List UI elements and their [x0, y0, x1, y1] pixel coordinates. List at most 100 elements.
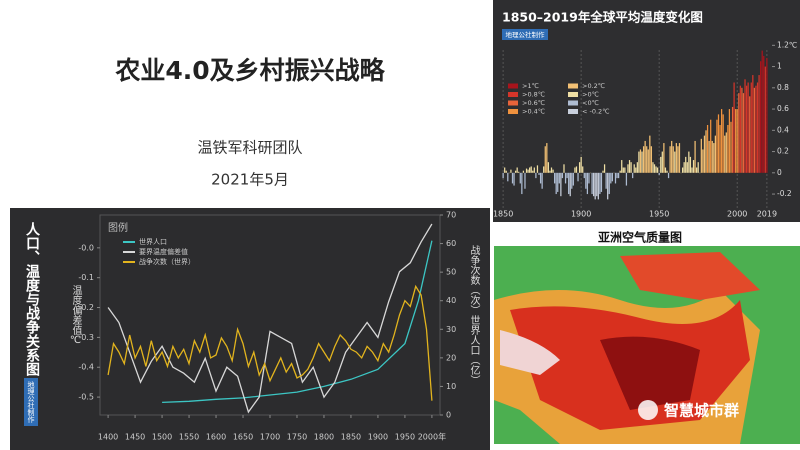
legend-label: >0℃: [582, 91, 599, 99]
badge-text: 地理公社制作: [506, 30, 546, 39]
bar: [706, 125, 709, 173]
bar: [591, 172, 593, 195]
x-tick-label: 1850: [493, 210, 513, 219]
y-tick-label: -0.5: [78, 393, 94, 402]
y-tick-label: -0.1: [78, 273, 94, 282]
bar: [568, 172, 570, 195]
legend-swatch: [508, 109, 518, 114]
map-region: [620, 252, 760, 300]
y-tick-label: -0.2: [777, 189, 792, 198]
bar: [594, 172, 596, 200]
bar: [525, 168, 528, 173]
bar: [664, 167, 667, 173]
bar: [674, 151, 676, 173]
x-tick-label: 2019: [757, 210, 777, 219]
bar: [596, 172, 598, 197]
bar: [675, 143, 677, 173]
y-tick-label: -0.4: [78, 363, 94, 372]
bar: [564, 172, 567, 184]
bar: [739, 85, 741, 173]
legend-swatch: [568, 109, 578, 114]
bar: [617, 172, 620, 179]
bar: [555, 172, 557, 195]
bar: [608, 172, 610, 195]
bar: [514, 170, 517, 173]
bar: [622, 167, 624, 173]
team: 温铁军科研团队: [197, 139, 302, 157]
bar: [633, 164, 635, 173]
bar: [758, 75, 760, 173]
bar: [667, 172, 670, 179]
badge: [24, 378, 38, 426]
x-tick-label: 1900: [571, 210, 591, 219]
bar: [569, 172, 571, 197]
bar: [750, 82, 752, 173]
bar: [630, 162, 632, 173]
legend-label: <0℃: [582, 99, 599, 107]
bar: [658, 172, 660, 175]
bar: [681, 167, 684, 173]
legend-label: 要界温度偏差值: [139, 247, 188, 256]
chart-title: 人口、温度与战争关系图: [24, 221, 40, 377]
bar: [535, 172, 537, 179]
y-tick-label: 0.6: [777, 104, 789, 113]
y2-tick-label: 50: [446, 268, 456, 277]
bar: [761, 50, 763, 173]
bar: [516, 167, 518, 173]
bar: [513, 172, 515, 186]
x-tick-label: 1650: [233, 433, 253, 442]
x-tick-label: 1900: [368, 433, 388, 442]
bar: [702, 149, 704, 173]
bar: [653, 164, 656, 173]
bar: [625, 172, 628, 186]
bar: [720, 109, 723, 173]
y-tick-label: -0.0: [78, 243, 94, 252]
x-tick-label: 1700: [260, 433, 280, 442]
bar: [635, 167, 637, 173]
bar: [697, 162, 699, 173]
bar: [546, 143, 548, 173]
bar: [575, 166, 578, 173]
bar: [708, 140, 710, 173]
bar: [735, 109, 737, 173]
bar: [663, 143, 665, 173]
bar: [764, 66, 766, 173]
bar: [694, 140, 696, 173]
bar: [717, 114, 720, 173]
bar: [638, 151, 640, 173]
bar: [504, 167, 506, 173]
bar: [642, 146, 645, 173]
bar: [574, 167, 576, 173]
bar: [688, 151, 690, 173]
bar: [716, 119, 718, 173]
bar: [605, 172, 607, 189]
map-region: [600, 336, 700, 410]
bar: [639, 149, 642, 173]
bar: [725, 132, 727, 173]
y2-tick-label: 70: [446, 211, 456, 220]
legend-label: >1℃: [522, 82, 539, 90]
x-tick-label: 1950: [395, 433, 415, 442]
legend-label: >0.2℃: [582, 82, 605, 90]
bar: [728, 109, 731, 173]
bar: [692, 160, 695, 173]
bar: [730, 121, 732, 173]
x-tick-label: 2000: [727, 210, 747, 219]
bar: [632, 172, 634, 179]
bar: [533, 167, 535, 173]
bar: [671, 140, 673, 173]
air-quality-map: 智慧城市群: [494, 246, 800, 444]
bar: [577, 172, 579, 182]
bar: [521, 172, 523, 195]
chart-title: 1850–2019年全球平均温度变化图: [502, 10, 703, 25]
bar: [583, 172, 585, 179]
bar: [543, 166, 545, 173]
bar: [588, 172, 590, 184]
y-tick-label: 0.2: [777, 147, 789, 156]
y-tick-label: -0.2: [78, 303, 94, 312]
bar: [760, 61, 762, 173]
x-tick-label: 2000年: [418, 432, 446, 442]
bar: [527, 169, 529, 173]
bar: [566, 172, 568, 179]
bar: [549, 170, 551, 173]
